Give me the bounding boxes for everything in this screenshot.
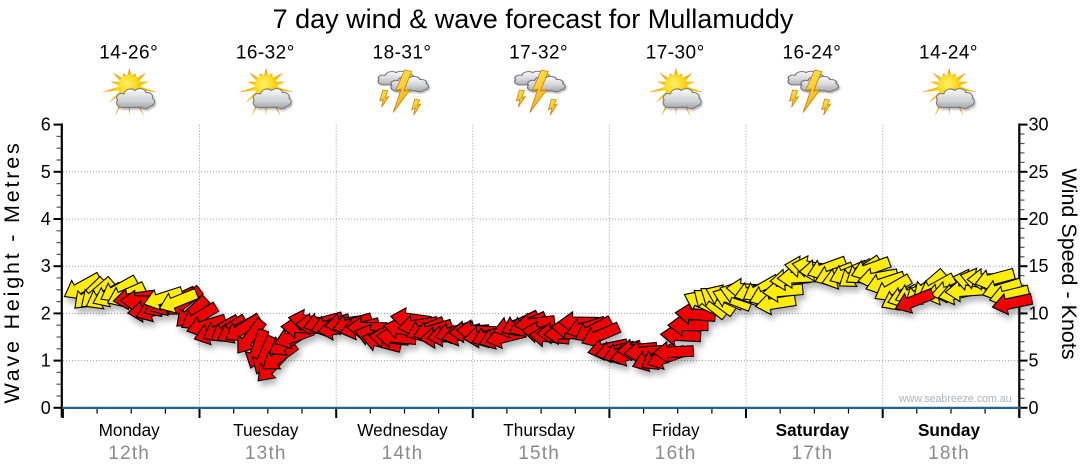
svg-text:10: 10 [1029,303,1049,323]
svg-text:Friday: Friday [652,420,700,440]
svg-text:www.seabreeze.com.au: www.seabreeze.com.au [898,393,1012,405]
svg-text:Sunday: Sunday [918,420,981,440]
svg-text:Thursday: Thursday [503,420,575,440]
svg-text:25: 25 [1029,162,1049,182]
svg-text:Wednesday: Wednesday [357,420,448,440]
svg-text:5: 5 [41,162,51,182]
svg-text:18-31°: 18-31° [373,43,432,64]
svg-text:16th: 16th [655,443,697,464]
svg-text:15: 15 [1029,256,1049,276]
svg-text:Monday: Monday [99,420,161,440]
svg-text:16-32°: 16-32° [236,43,295,64]
svg-text:Wave Height - Metres: Wave Height - Metres [0,140,24,403]
svg-text:17-30°: 17-30° [646,43,705,64]
svg-text:2: 2 [41,303,51,323]
svg-text:7 day wind & wave forecast for: 7 day wind & wave forecast for Mullamudd… [273,4,794,34]
svg-text:14-26°: 14-26° [99,43,158,64]
svg-text:1: 1 [41,351,51,371]
svg-text:3: 3 [41,256,51,276]
svg-text:0: 0 [1029,398,1039,418]
svg-text:13th: 13th [245,443,287,464]
svg-text:Wind Speed - Knots: Wind Speed - Knots [1057,168,1080,359]
svg-text:14-24°: 14-24° [919,43,978,64]
svg-text:15th: 15th [518,443,560,464]
svg-text:18th: 18th [928,443,970,464]
svg-text:17-32°: 17-32° [509,43,568,64]
svg-text:17th: 17th [792,443,834,464]
svg-text:12th: 12th [108,443,150,464]
svg-text:20: 20 [1029,209,1049,229]
svg-text:5: 5 [1029,351,1039,371]
svg-text:4: 4 [41,209,51,229]
svg-text:14th: 14th [382,443,424,464]
svg-text:16-24°: 16-24° [782,43,841,64]
svg-text:0: 0 [41,398,51,418]
svg-text:Saturday: Saturday [776,420,850,440]
svg-text:Tuesday: Tuesday [233,420,299,440]
svg-text:6: 6 [41,115,51,135]
svg-text:30: 30 [1029,115,1049,135]
